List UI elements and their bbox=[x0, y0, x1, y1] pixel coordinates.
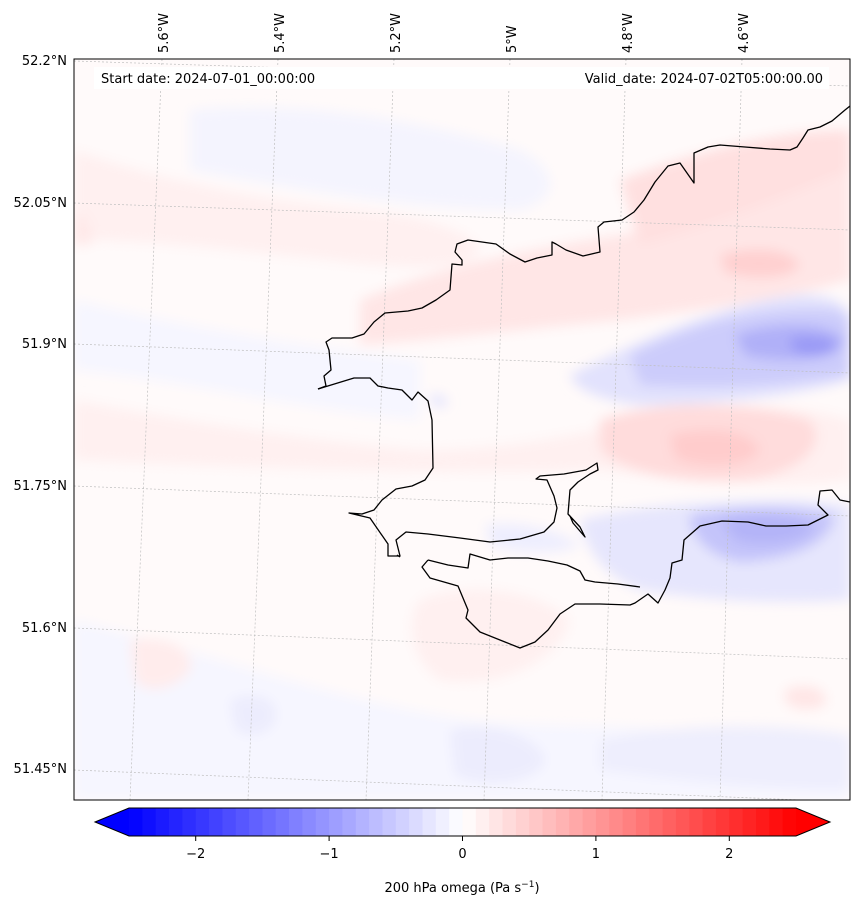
colorbar-cell bbox=[542, 808, 557, 836]
colorbar-cell bbox=[462, 808, 477, 836]
colorbar-cell bbox=[289, 808, 303, 836]
colorbar-cell bbox=[249, 808, 263, 836]
colorbar-outline bbox=[93, 807, 832, 837]
lon-label-5w: 5°W bbox=[505, 25, 520, 53]
colorbar-cell bbox=[235, 808, 250, 836]
lat-label-51-9n: 51.9°N bbox=[22, 337, 67, 352]
colorbar-cell bbox=[742, 808, 757, 836]
colorbar-cell bbox=[675, 808, 690, 836]
colorbar-cell bbox=[622, 808, 637, 836]
colorbar-cell bbox=[489, 808, 503, 836]
colorbar-cell bbox=[769, 808, 784, 836]
colorbar-cell bbox=[529, 808, 543, 836]
colorbar-cell bbox=[275, 808, 290, 836]
colorbar-cell bbox=[649, 808, 663, 836]
colorbar-cell bbox=[262, 808, 277, 836]
colorbar-cell bbox=[689, 808, 704, 836]
lon-label-5-4w: 5.4°W bbox=[273, 13, 288, 53]
colorbar-tick-label: −2 bbox=[186, 847, 205, 862]
colorbar: −2 −1 0 1 2 200 hPa omega (Pa s−1) bbox=[93, 807, 832, 896]
lat-label-51-45n: 51.45°N bbox=[14, 762, 67, 777]
colorbar-cell bbox=[182, 808, 197, 836]
colorbar-cell bbox=[782, 808, 797, 836]
lat-label-52-2n: 52.2°N bbox=[22, 54, 67, 69]
colorbar-cell bbox=[502, 808, 517, 836]
lat-label-51-6n: 51.6°N bbox=[22, 621, 67, 636]
colorbar-cell bbox=[382, 808, 397, 836]
lon-label-5-6w: 5.6°W bbox=[157, 13, 172, 53]
colorbar-tick-label: 0 bbox=[458, 847, 466, 862]
colorbar-cell bbox=[755, 808, 770, 836]
colorbar-tick-label: 2 bbox=[725, 847, 733, 862]
colorbar-cell bbox=[662, 808, 677, 836]
graticule bbox=[74, 59, 850, 800]
omega-field bbox=[74, 59, 850, 800]
colorbar-cell bbox=[715, 808, 730, 836]
lat-label-51-75n: 51.75°N bbox=[14, 479, 67, 494]
colorbar-cell bbox=[169, 808, 183, 836]
colorbar-cell bbox=[422, 808, 437, 836]
colorbar-cell bbox=[222, 808, 237, 836]
lon-label-4-8w: 4.8°W bbox=[621, 13, 636, 53]
lat-label-52-05n: 52.05°N bbox=[14, 196, 67, 211]
latitude-labels: 52.2°N 52.05°N 51.9°N 51.75°N 51.6°N 51.… bbox=[14, 54, 67, 777]
colorbar-cell bbox=[729, 808, 744, 836]
colorbar-cell bbox=[702, 808, 717, 836]
map-panel: Start date: 2024-07-01_00:00:00 Valid_da… bbox=[14, 13, 851, 801]
colorbar-cell bbox=[315, 808, 330, 836]
lon-label-5-2w: 5.2°W bbox=[389, 13, 404, 53]
map-frame bbox=[73, 58, 851, 801]
colorbar-cell bbox=[582, 808, 597, 836]
colorbar-cell bbox=[449, 808, 463, 836]
colorbar-tick-label: 1 bbox=[592, 847, 600, 862]
colorbar-cell bbox=[435, 808, 450, 836]
coastline bbox=[317, 105, 850, 649]
info-box bbox=[94, 67, 829, 89]
colorbar-cell bbox=[409, 808, 423, 836]
colorbar-cell bbox=[129, 808, 143, 836]
colorbar-cell bbox=[609, 808, 623, 836]
colorbar-cell bbox=[209, 808, 223, 836]
colorbar-title: 200 hPa omega (Pa s−1) bbox=[384, 880, 539, 896]
colorbar-cell bbox=[155, 808, 170, 836]
colorbar-cell bbox=[355, 808, 370, 836]
colorbar-cells bbox=[129, 808, 797, 836]
colorbar-cell bbox=[195, 808, 210, 836]
colorbar-cell bbox=[515, 808, 530, 836]
colorbar-high-extension bbox=[796, 808, 830, 836]
colorbar-ticks: −2 −1 0 1 2 bbox=[186, 836, 733, 862]
colorbar-tick-label: −1 bbox=[320, 847, 339, 862]
lon-label-4-6w: 4.6°W bbox=[737, 13, 752, 53]
colorbar-cell bbox=[329, 808, 343, 836]
colorbar-cell bbox=[142, 808, 157, 836]
colorbar-cell bbox=[369, 808, 383, 836]
colorbar-cell bbox=[342, 808, 357, 836]
colorbar-cell bbox=[569, 808, 583, 836]
colorbar-cell bbox=[475, 808, 490, 836]
colorbar-cell bbox=[635, 808, 650, 836]
colorbar-cell bbox=[302, 808, 317, 836]
colorbar-cell bbox=[395, 808, 410, 836]
valid-date-label: Valid_date: 2024-07-02T05:00:00.00 bbox=[585, 72, 823, 87]
colorbar-low-extension bbox=[95, 808, 129, 836]
longitude-labels: 5.6°W 5.4°W 5.2°W 5°W 4.8°W 4.6°W bbox=[157, 13, 752, 53]
start-date-label: Start date: 2024-07-01_00:00:00 bbox=[101, 72, 315, 87]
colorbar-cell bbox=[555, 808, 570, 836]
colorbar-cell bbox=[595, 808, 610, 836]
